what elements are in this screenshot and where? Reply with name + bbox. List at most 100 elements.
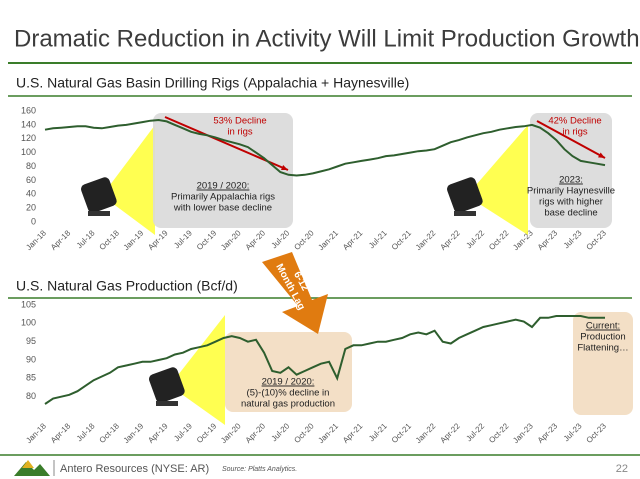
annotation: Flattening… xyxy=(577,343,628,354)
x-tick-label: Jul-21 xyxy=(367,421,389,443)
annotation-box xyxy=(530,113,612,228)
x-tick-label: Oct-20 xyxy=(292,421,316,445)
x-tick-label: Oct-23 xyxy=(585,228,609,252)
annotation: 2019 / 2020: xyxy=(197,181,250,192)
annotation: natural gas production xyxy=(241,399,335,410)
annotation: Primarily Appalachia rigs xyxy=(171,192,275,203)
y-tick-label: 90 xyxy=(26,354,36,364)
y-tick-label: 85 xyxy=(26,373,36,383)
x-tick-label: Jul-19 xyxy=(172,421,194,443)
y-tick-label: 40 xyxy=(26,189,36,199)
x-tick-label: Jan-20 xyxy=(219,228,243,252)
lamp xyxy=(447,177,483,213)
arrow-head xyxy=(281,164,288,170)
x-tick-label: Oct-21 xyxy=(390,228,414,252)
annotation: rigs with higher xyxy=(539,197,603,208)
annotation-box xyxy=(225,332,352,412)
x-tick-label: Apr-19 xyxy=(146,228,170,252)
x-tick-label: Jan-21 xyxy=(316,228,340,252)
line xyxy=(44,315,605,405)
x-tick-label: Apr-23 xyxy=(536,228,560,252)
annotation: in rigs xyxy=(227,127,253,138)
annotation: 42% Decline xyxy=(548,116,601,127)
lamp-stand xyxy=(454,211,476,216)
annotation: 2019 / 2020: xyxy=(262,377,315,388)
arrow xyxy=(536,120,606,159)
x-tick-label: Oct-22 xyxy=(487,228,511,252)
x-tick-label: Apr-22 xyxy=(438,228,462,252)
arrow-head xyxy=(598,152,605,158)
x-tick-label: Jan-23 xyxy=(511,421,535,445)
x-tick-label: Jan-18 xyxy=(24,421,48,445)
x-tick-label: Jul-22 xyxy=(464,421,486,443)
light-beam xyxy=(476,125,528,235)
x-tick-label: Jan-19 xyxy=(122,228,146,252)
x-tick-label: Apr-19 xyxy=(146,421,170,445)
page-number: 22 xyxy=(616,463,628,475)
y-tick-label: 20 xyxy=(26,203,36,213)
y-tick-label: 0 xyxy=(31,216,36,226)
lamp xyxy=(149,367,185,403)
y-tick-label: 160 xyxy=(21,105,36,115)
x-tick-label: Apr-20 xyxy=(244,421,268,445)
x-tick-label: Oct-21 xyxy=(390,421,414,445)
annotation: with lower base decline xyxy=(173,203,272,214)
chart-title: U.S. Natural Gas Basin Drilling Rigs (Ap… xyxy=(16,75,409,91)
annotation: (5)-(10)% decline in xyxy=(247,388,330,399)
x-tick-label: Jan-18 xyxy=(24,228,48,252)
annotation: base decline xyxy=(544,208,597,219)
company: Antero Resources (NYSE: AR) xyxy=(60,463,209,475)
x-tick-label: Jan-21 xyxy=(316,421,340,445)
x-tick-label: Jan-22 xyxy=(414,228,438,252)
y-tick-label: 140 xyxy=(21,119,36,129)
y-tick-label: 100 xyxy=(21,147,36,157)
x-tick-label: Jul-23 xyxy=(562,228,584,250)
x-tick-label: Oct-19 xyxy=(195,421,219,445)
y-tick-label: 80 xyxy=(26,161,36,171)
x-tick-label: Oct-18 xyxy=(98,421,122,445)
x-tick-label: Apr-18 xyxy=(49,228,73,252)
lag-arrow xyxy=(262,252,328,334)
x-tick-label: Apr-21 xyxy=(341,228,365,252)
lamp-stand xyxy=(156,401,178,406)
y-tick-label: 95 xyxy=(26,336,36,346)
annotation-box xyxy=(153,113,293,228)
lamp xyxy=(81,177,117,213)
x-tick-label: Apr-23 xyxy=(536,421,560,445)
y-tick-label: 105 xyxy=(21,299,36,309)
x-tick-label: Oct-23 xyxy=(585,421,609,445)
x-tick-label: Jan-19 xyxy=(122,421,146,445)
x-tick-label: Jul-22 xyxy=(464,228,486,250)
x-tick-label: Jul-18 xyxy=(75,421,97,443)
x-tick-label: Jan-22 xyxy=(414,421,438,445)
annotation-box xyxy=(573,312,633,415)
annotation: in rigs xyxy=(562,127,588,138)
x-tick-label: Jul-20 xyxy=(270,228,292,250)
slide-title: Dramatic Reduction in Activity Will Limi… xyxy=(14,25,640,52)
x-tick-label: Oct-20 xyxy=(292,228,316,252)
logo xyxy=(14,462,50,476)
y-tick-label: 100 xyxy=(21,318,36,328)
x-tick-label: Jul-21 xyxy=(367,228,389,250)
annotation: Current: xyxy=(586,321,620,332)
x-tick-label: Apr-21 xyxy=(341,421,365,445)
logo xyxy=(22,460,34,468)
line xyxy=(44,118,606,177)
x-tick-label: Jul-18 xyxy=(75,228,97,250)
x-tick-label: Oct-19 xyxy=(195,228,219,252)
x-tick-label: Apr-18 xyxy=(49,421,73,445)
x-tick-label: Jul-23 xyxy=(562,421,584,443)
annotation: 2023: xyxy=(559,175,583,186)
light-beam xyxy=(178,315,225,425)
x-tick-label: Oct-22 xyxy=(487,421,511,445)
y-tick-label: 120 xyxy=(21,133,36,143)
x-tick-label: Apr-22 xyxy=(438,421,462,445)
x-tick-label: Jan-20 xyxy=(219,421,243,445)
lamp-stand xyxy=(88,211,110,216)
light-beam xyxy=(110,125,155,235)
y-tick-label: 60 xyxy=(26,175,36,185)
source: Source: Platts Analytics. xyxy=(222,466,297,473)
annotation: 53% Decline xyxy=(213,116,266,127)
annotation: Primarily Haynesville xyxy=(527,186,615,197)
